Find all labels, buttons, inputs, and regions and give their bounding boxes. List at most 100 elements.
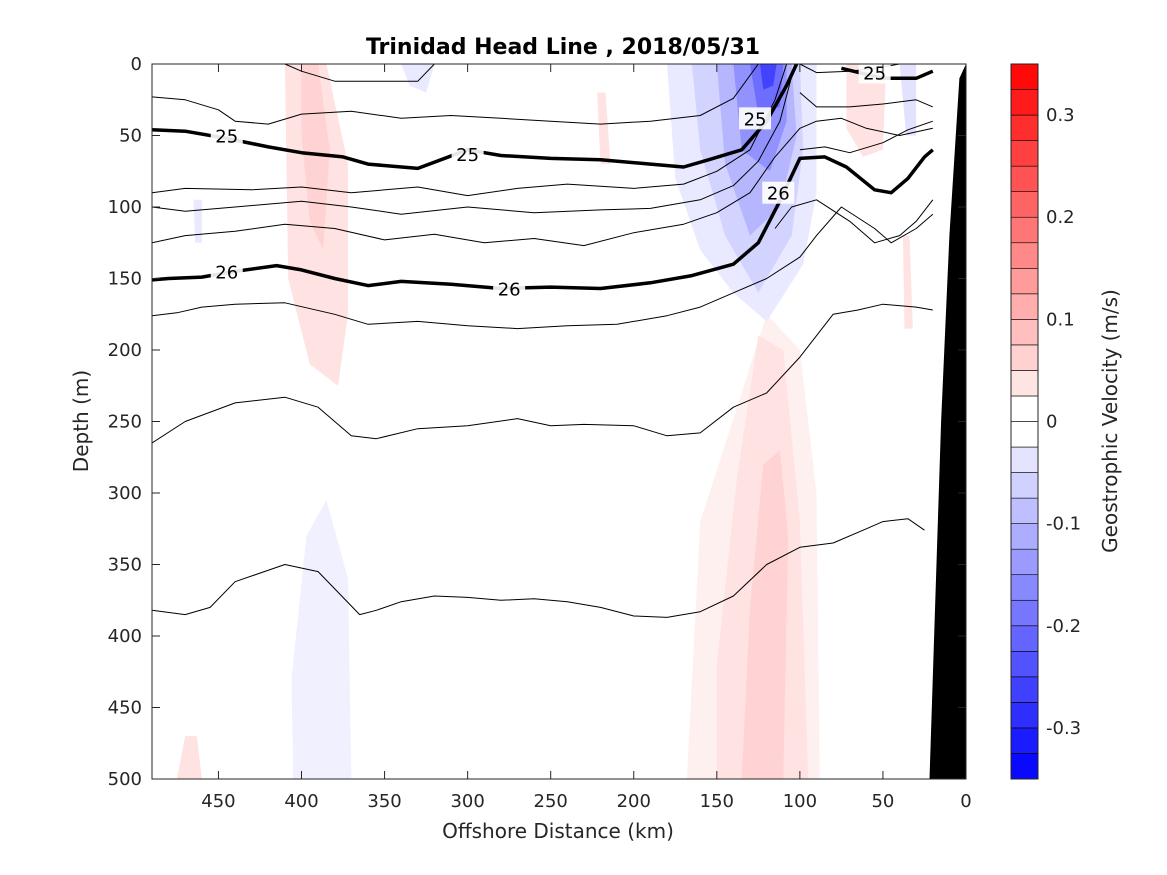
bathymetry-layer <box>921 64 966 779</box>
contour-label-layer: 25 25 25 25 26 26 26 <box>210 61 891 301</box>
colorbar-swatch <box>1010 753 1039 780</box>
contour-label-text: 25 <box>744 109 767 130</box>
isopycnal-17 <box>152 303 933 444</box>
y-tick-label: 500 <box>108 769 142 790</box>
x-tick-label: 150 <box>700 791 734 812</box>
contour-label-11: 26 <box>210 260 243 283</box>
colorbar-swatch <box>1010 114 1039 141</box>
isopycnal-9 <box>799 120 933 154</box>
velocity-region-2 <box>597 92 611 165</box>
y-tick-label: 400 <box>108 626 142 647</box>
x-tick-label: 50 <box>871 791 894 812</box>
colorbar-swatch <box>1010 497 1039 524</box>
x-tick-label: 100 <box>783 791 817 812</box>
y-tick-label: 450 <box>108 698 142 719</box>
colorbar-swatch <box>1010 344 1039 371</box>
y-tick-label: 100 <box>108 197 142 218</box>
y-tick-label: 250 <box>108 412 142 433</box>
colorbar-tick-label: 0.1 <box>1046 309 1075 330</box>
velocity-region-8 <box>176 736 202 779</box>
isopycnal-18 <box>152 518 925 618</box>
colorbar-tick-label: -0.1 <box>1046 514 1081 535</box>
colorbar-swatch <box>1010 370 1039 397</box>
bathymetry-shelf <box>921 64 966 779</box>
y-tick-label: 50 <box>119 126 142 147</box>
colorbar-swatch <box>1010 89 1039 116</box>
colorbar-tick-label: -0.3 <box>1046 718 1081 739</box>
isopycnal-bold-3 <box>152 64 799 171</box>
x-tick-label: 450 <box>201 791 235 812</box>
x-axis-label: Offshore Distance (km) <box>442 819 674 843</box>
colorbar-tick-label: 0.3 <box>1046 105 1075 126</box>
colorbar-swatch <box>1010 63 1039 90</box>
colorbar-swatch <box>1010 191 1039 218</box>
colorbar-swatch <box>1010 727 1039 754</box>
colorbar-swatch <box>1010 676 1039 703</box>
velocity-fill-layer <box>176 64 917 779</box>
contour-label-12: 26 <box>493 277 526 301</box>
colorbar-swatch <box>1010 548 1039 576</box>
y-tick-label: 300 <box>108 483 142 504</box>
colorbar-swatch <box>1010 216 1039 244</box>
x-tick-label: 400 <box>284 791 318 812</box>
colorbar-swatch <box>1010 319 1039 346</box>
colorbar-swatch <box>1010 242 1039 269</box>
colorbar-tick-label: 0 <box>1046 412 1057 433</box>
velocity-region-3 <box>846 64 887 157</box>
colorbar-label: Geostrophic Velocity (m/s) <box>1098 289 1122 553</box>
velocity-region-17 <box>760 64 777 90</box>
velocity-region-5 <box>401 64 435 93</box>
velocity-region-11 <box>741 450 789 779</box>
colorbar-swatch <box>1010 651 1039 678</box>
colorbar-swatch <box>1010 267 1039 295</box>
contour-label-text: 26 <box>215 262 238 283</box>
x-tick-label: 200 <box>617 791 651 812</box>
contour-label-6: 25 <box>858 61 891 85</box>
y-tick-label: 350 <box>108 555 142 576</box>
colorbar-swatch <box>1010 165 1039 192</box>
velocity-region-4 <box>902 235 913 329</box>
x-tick-label: 0 <box>960 791 971 812</box>
y-tick-label: 150 <box>108 269 142 290</box>
colorbar-swatch <box>1010 472 1039 499</box>
isopycnal-13 <box>152 64 796 215</box>
isopycnal-14 <box>152 117 933 247</box>
colorbar-swatch <box>1010 421 1039 448</box>
colorbar-swatch <box>1010 446 1039 473</box>
x-tick-label: 300 <box>450 791 484 812</box>
colorbar-swatch <box>1010 140 1039 167</box>
contour-label-5: 25 <box>739 107 772 130</box>
y-axis-label: Depth (m) <box>69 370 93 472</box>
chart-title: Trinidad Head Line , 2018/05/31 <box>366 35 760 60</box>
colorbar-swatch <box>1010 293 1039 320</box>
isopycnal-bold-10 <box>152 148 934 291</box>
contour-label-3: 25 <box>210 124 243 148</box>
isopycnal-16 <box>152 206 934 330</box>
x-tick-label: 250 <box>534 791 568 812</box>
contour-label-4: 25 <box>451 143 484 166</box>
velocity-region-18 <box>899 64 917 136</box>
contour-label-text: 25 <box>863 64 886 85</box>
contour-label-text: 26 <box>767 184 790 205</box>
colorbar-swatch <box>1010 625 1039 652</box>
y-tick-label: 0 <box>131 54 142 75</box>
isopycnal-0 <box>284 64 435 82</box>
colorbar-tick-label: -0.2 <box>1046 616 1081 637</box>
contour-label-text: 25 <box>456 145 479 166</box>
plot-area <box>152 64 966 779</box>
y-axis: 0 50 100 150 200 250 300 350 400 450 500 <box>108 54 966 790</box>
x-tick-label: 350 <box>367 791 401 812</box>
contour-label-text: 26 <box>498 280 521 301</box>
isopycnal-8 <box>799 92 933 108</box>
isopycnal-7 <box>152 64 788 197</box>
velocity-region-7 <box>291 500 352 779</box>
isopycnal-1 <box>152 64 759 125</box>
density-contour-layer <box>152 64 934 618</box>
colorbar-tick-label: 0.2 <box>1046 207 1075 228</box>
colorbar-frame <box>1010 63 1039 780</box>
colorbar-swatch <box>1010 395 1039 422</box>
colorbar-swatch <box>1010 599 1039 627</box>
velocity-region-16 <box>750 64 784 115</box>
contour-label-text: 25 <box>215 127 238 148</box>
